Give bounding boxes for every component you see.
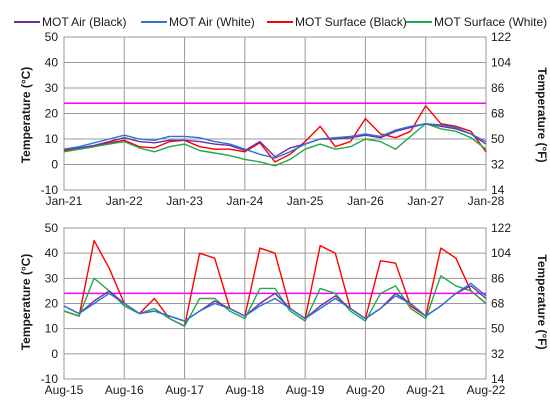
legend-label-surface-black: MOT Surface (Black) [295, 15, 407, 29]
chart-bottom-y2tick-label: 86 [491, 271, 505, 285]
chart-bottom-series-surface-white [63, 275, 487, 327]
chart-top-ytick-label: 20 [45, 107, 59, 121]
legend-label-air-black: MOT Air (Black) [42, 15, 126, 29]
chart-bottom-y2tick-label: 14 [491, 372, 505, 386]
chart-bottom-y2label: Temperature (°F) [535, 254, 549, 349]
legend-item-air-white: MOT Air (White) [141, 15, 255, 29]
chart-bottom-xtick-label: Aug-19 [286, 383, 325, 397]
chart-top-series-surface-black [63, 105, 487, 163]
chart-bottom-y2tick-label: 68 [491, 297, 505, 311]
chart-top-series-surface-white [63, 122, 487, 167]
legend: MOT Air (Black) MOT Air (White) MOT Surf… [14, 15, 547, 29]
legend-item-surface-white: MOT Surface (White) [406, 15, 547, 29]
chart-top-xtick-label: Jan-22 [106, 194, 143, 208]
chart-bottom-ytick-label: 30 [45, 271, 59, 285]
chart-top-xtick-label: Jan-25 [287, 194, 324, 208]
chart-top-xtick-label: Jan-21 [46, 194, 83, 208]
chart-top-xtick-label: Jan-23 [166, 194, 203, 208]
chart-bottom: Temperature (°C) Temperature (°F) -10 14 0… [19, 221, 549, 397]
legend-item-air-black: MOT Air (Black) [14, 15, 126, 29]
chart-top-ytick-label: 0 [51, 158, 58, 172]
chart-top-series-air-white [63, 122, 487, 159]
chart-bottom-ytick-label: 40 [45, 246, 59, 260]
chart-bottom-y2tick-label: 32 [491, 347, 505, 361]
chart-bottom-xtick-label: Aug-22 [467, 383, 506, 397]
chart-top-xtick-label: Jan-24 [227, 194, 264, 208]
chart-top-y2label: Temperature (°F) [535, 67, 549, 162]
chart-top-y2tick-label: 68 [491, 107, 505, 121]
chart-top: Temperature (°C) Temperature (°F) -10 14 0… [19, 30, 549, 208]
chart-top-xtick-label: Jan-28 [468, 194, 505, 208]
chart-top-y2tick-label: 86 [491, 81, 505, 95]
chart-bottom-y2tick-label: 122 [491, 221, 511, 235]
chart-bottom-xtick-label: Aug-21 [406, 383, 445, 397]
chart-bottom-y2tick-label: 104 [491, 246, 511, 260]
chart-bottom-ylabel: Temperature (°C) [19, 254, 33, 351]
chart-bottom-xtick-label: Aug-20 [346, 383, 385, 397]
chart-bottom-ytick-label: -10 [41, 372, 59, 386]
chart-bottom-y2tick-label: 50 [491, 322, 505, 336]
chart-bottom-ytick-label: 20 [45, 297, 59, 311]
chart-bottom-ytick-label: 10 [45, 322, 59, 336]
chart-top-xtick-label: Jan-27 [407, 194, 444, 208]
chart-top-y2tick-label: 122 [491, 30, 511, 44]
chart-top-ytick-label: 40 [45, 56, 59, 70]
chart-bottom-ytick-label: 0 [51, 347, 58, 361]
chart-top-ytick-label: 30 [45, 81, 59, 95]
chart-bottom-xtick-label: Aug-15 [45, 383, 84, 397]
chart-bottom-xtick-label: Aug-16 [105, 383, 144, 397]
chart-top-y2tick-label: 104 [491, 56, 511, 70]
chart-bottom-series-air-white [63, 282, 487, 322]
chart-bottom-xtick-label: Aug-17 [165, 383, 204, 397]
chart-bottom-xtick-label: Aug-18 [226, 383, 265, 397]
chart-top-ylabel: Temperature (°C) [19, 67, 33, 164]
legend-label-surface-white: MOT Surface (White) [434, 15, 547, 29]
chart-top-ytick-label: 10 [45, 132, 59, 146]
chart-top-y2tick-label: 32 [491, 158, 505, 172]
legend-item-surface-black: MOT Surface (Black) [267, 15, 407, 29]
chart-top-ytick-label: 50 [45, 30, 59, 44]
legend-label-air-white: MOT Air (White) [169, 15, 255, 29]
chart-top-y2tick-label: 50 [491, 132, 505, 146]
chart-bottom-ytick-label: 50 [45, 221, 59, 235]
chart-top-series-air-black [63, 122, 487, 158]
chart-top-y2tick-label: 14 [491, 183, 505, 197]
chart-top-ytick-label: -10 [41, 183, 59, 197]
chart-top-xtick-label: Jan-26 [347, 194, 384, 208]
